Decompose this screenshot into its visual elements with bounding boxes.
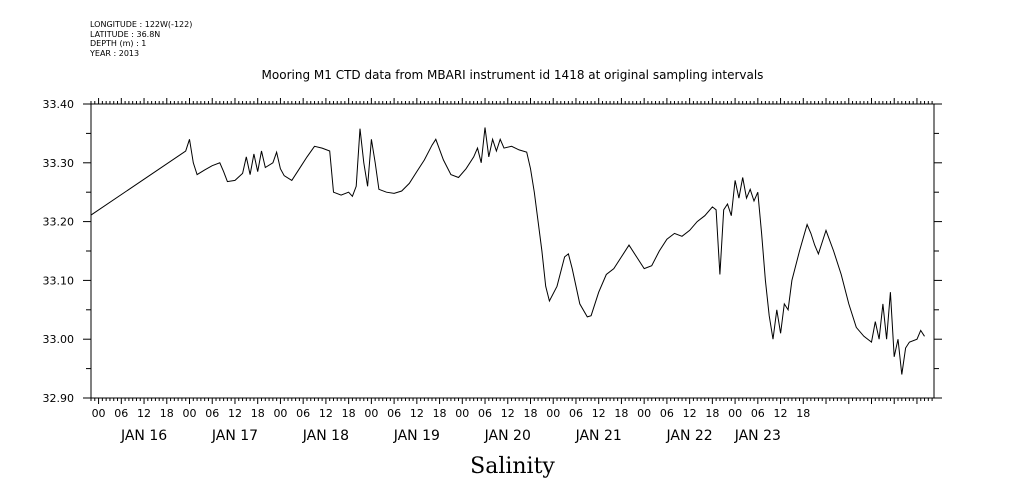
x-hour-label: 00 <box>546 407 560 420</box>
y-tick-label: 33.40 <box>43 98 75 111</box>
x-date-label: JAN 18 <box>302 428 349 444</box>
x-hour-label: 18 <box>705 407 719 420</box>
x-axis-title: Salinity <box>470 454 555 479</box>
x-hour-label: 00 <box>273 407 287 420</box>
y-tick-label: 33.00 <box>43 333 75 346</box>
y-tick-label: 33.10 <box>43 274 75 287</box>
x-hour-label: 18 <box>614 407 628 420</box>
y-tick-label: 33.30 <box>43 157 75 170</box>
x-hour-label: 12 <box>592 407 606 420</box>
y-tick-label: 33.20 <box>43 216 75 229</box>
meta-latitude: LATITUDE : 36.8N <box>90 29 161 39</box>
x-date-label: JAN 16 <box>120 428 167 444</box>
meta-depth: DEPTH (m) : 1 <box>90 39 147 48</box>
metadata-block: LONGITUDE : 122W(-122) LATITUDE : 36.8N … <box>90 20 192 58</box>
x-date-label: JAN 20 <box>484 428 531 444</box>
x-hour-label: 18 <box>796 407 810 420</box>
x-hour-label: 06 <box>205 407 219 420</box>
x-hour-label: 00 <box>92 407 106 420</box>
x-hour-label: 18 <box>523 407 537 420</box>
x-hour-label: 06 <box>296 407 310 420</box>
meta-longitude: LONGITUDE : 122W(-122) <box>90 20 193 29</box>
x-hour-label: 12 <box>683 407 697 420</box>
x-hour-label: 18 <box>251 407 265 420</box>
x-hour-label: 06 <box>387 407 401 420</box>
x-hour-label: 00 <box>728 407 742 420</box>
chart-title: Mooring M1 CTD data from MBARI instrumen… <box>261 68 764 82</box>
x-hour-label: 18 <box>160 407 174 420</box>
x-date-label: JAN 17 <box>211 428 258 444</box>
y-tick-label: 32.90 <box>43 392 75 405</box>
x-hour-label: 18 <box>433 407 447 420</box>
x-hour-label: 00 <box>364 407 378 420</box>
x-hour-label: 12 <box>228 407 242 420</box>
x-date-label: JAN 19 <box>393 428 440 444</box>
x-hour-label: 06 <box>478 407 492 420</box>
x-hour-label: 00 <box>183 407 197 420</box>
x-hour-label: 06 <box>751 407 765 420</box>
x-hour-label: 12 <box>319 407 333 420</box>
x-date-label: JAN 23 <box>734 428 781 444</box>
x-hour-label: 12 <box>410 407 424 420</box>
x-hour-label: 06 <box>114 407 128 420</box>
x-date-label: JAN 22 <box>666 428 713 444</box>
salinity-series-line <box>90 127 925 375</box>
x-hour-label: 00 <box>637 407 651 420</box>
x-hour-label: 12 <box>501 407 515 420</box>
meta-year: YEAR : 2013 <box>90 48 140 58</box>
x-hour-label: 00 <box>455 407 469 420</box>
x-hour-label: 06 <box>660 407 674 420</box>
x-hour-label: 06 <box>569 407 583 420</box>
plot-frame <box>90 103 935 399</box>
x-date-label: JAN 21 <box>575 428 622 444</box>
x-hour-label: 12 <box>774 407 788 420</box>
x-hour-label: 12 <box>137 407 151 420</box>
x-hour-label: 18 <box>342 407 356 420</box>
